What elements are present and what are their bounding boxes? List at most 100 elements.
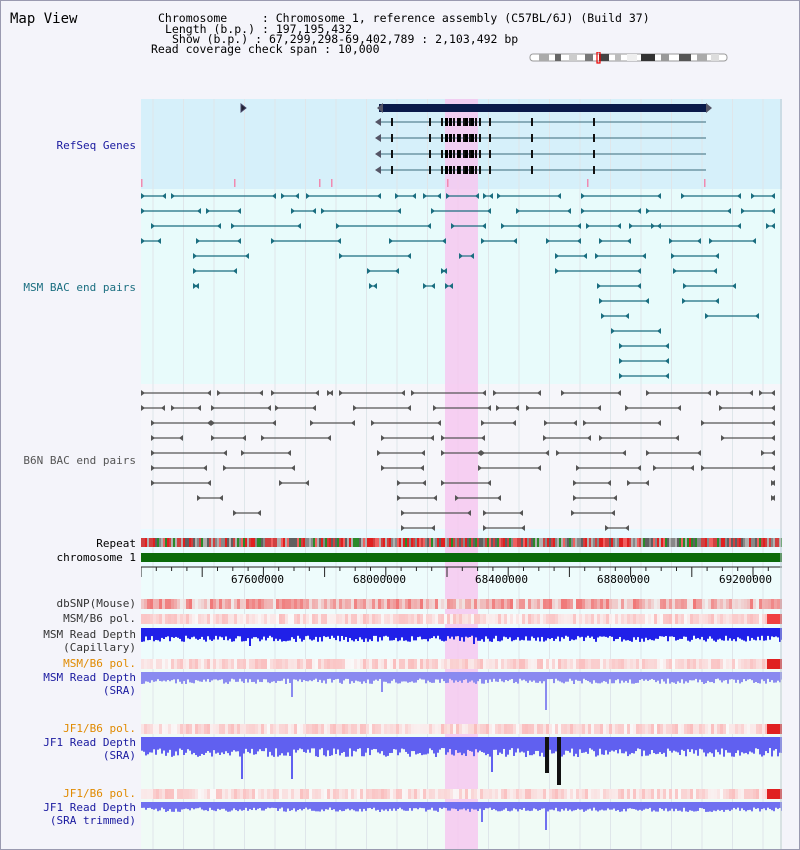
msm-cap-depth-bar [329, 628, 331, 639]
msm-b6-pol-cell [327, 614, 330, 624]
repeat-element [515, 538, 517, 547]
msm-bac-pair-end [665, 373, 669, 379]
jf1-b6-pol2-cell [189, 789, 192, 799]
msm-b6-pol2-cell [369, 659, 372, 669]
track-label-chromosome[interactable]: chromosome 1 [56, 551, 136, 564]
repeat-element [245, 538, 247, 547]
dbsnp-cell [663, 599, 666, 609]
msm-sra-depth-bar [569, 672, 571, 679]
jf1-b6-pol2-cell [651, 789, 654, 799]
msm-bac-pair-end [157, 238, 161, 244]
jf1-sra-depth-bar [399, 737, 401, 753]
msm-b6-pol-cell [600, 614, 603, 624]
track-label-msm-read-depth-cap[interactable]: MSM Read Depth [43, 628, 136, 641]
msm-bac-pair-end [233, 268, 237, 274]
exon [457, 166, 460, 174]
msm-sra-depth-bar [345, 672, 347, 679]
jf1-sra-depth-bar-spike [545, 737, 549, 773]
msm-cap-depth-bar [293, 628, 295, 639]
jf1-b6-pol-cell [750, 724, 753, 734]
jf1-trim-depth-bar [303, 802, 305, 809]
jf1-trim-depth-bar [299, 802, 301, 809]
dbsnp-cell [354, 599, 357, 609]
msm-cap-depth-bar [483, 628, 485, 642]
msm-b6-pol2-cell [438, 659, 441, 669]
msm-bac-pair-end [516, 208, 520, 214]
repeat-element [401, 538, 403, 547]
b6n-bac-pair-end [607, 480, 611, 486]
track-label-b6n-bac[interactable]: B6N BAC end pairs [23, 454, 136, 467]
exon [457, 118, 460, 126]
chromosome-ideogram[interactable] [529, 52, 729, 64]
track-label-msm-read-depth-sra[interactable]: MSM Read Depth [43, 671, 136, 684]
repeat-element [323, 538, 325, 547]
msm-b6-pol-cell [159, 614, 162, 624]
track-label-jf1-b6-pol-1[interactable]: JF1/B6 pol. [63, 722, 136, 735]
track-label-refseq[interactable]: RefSeq Genes [56, 139, 136, 152]
msm-b6-pol-cell [492, 614, 495, 624]
msm-sra-depth-bar [453, 672, 455, 683]
jf1-sra-depth-bar [633, 737, 635, 754]
track-label-msm-bac[interactable]: MSM BAC end pairs [23, 281, 136, 294]
jf1-trim-depth-bar [255, 802, 257, 811]
repeat-element [263, 538, 265, 547]
jf1-sra-depth-bar [747, 737, 749, 755]
msm-cap-depth-bar [357, 628, 359, 642]
track-label-jf1-read-depth-trim[interactable]: JF1 Read Depth [43, 801, 136, 814]
jf1-sra-depth-bar [375, 737, 377, 750]
msm-sra-depth-bar [401, 672, 403, 682]
msm-b6-pol-cell [684, 614, 687, 624]
repeat-element [301, 538, 303, 547]
track-label-repeat[interactable]: Repeat [96, 537, 136, 550]
dbsnp-cell [219, 599, 222, 609]
track-label-dbsnp[interactable]: dbSNP(Mouse) [56, 597, 136, 610]
jf1-trim-depth-bar [593, 802, 595, 808]
jf1-b6-pol-cell [603, 724, 606, 734]
msm-cap-depth-bar [739, 628, 741, 639]
jf1-trim-depth-bar [191, 802, 193, 809]
track-label-msm-read-depth-cap-sub: (Capillary) [63, 641, 136, 654]
b6n-bac-pair-end [197, 405, 201, 411]
jf1-sra-depth-bar [183, 737, 185, 755]
jf1-b6-pol-cell [624, 724, 627, 734]
jf1-trim-depth-bar [657, 802, 659, 812]
jf1-trim-depth-bar [439, 802, 441, 808]
track-label-jf1-read-depth-sra[interactable]: JF1 Read Depth [43, 736, 136, 749]
jf1-trim-depth-bar [389, 802, 391, 809]
b6n-bac-pair-end [496, 405, 500, 411]
dbsnp-cell [648, 599, 651, 609]
dbsnp-cell [255, 599, 258, 609]
exon [465, 150, 468, 158]
jf1-trim-depth-bar [703, 802, 705, 810]
jf1-trim-depth-bar [459, 802, 461, 810]
msm-bac-pair-end [657, 193, 661, 199]
msm-cap-depth-bar [709, 628, 711, 637]
genome-tracks-canvas[interactable] [141, 99, 782, 850]
msm-sra-depth-bar [557, 672, 559, 681]
repeat-element [225, 538, 227, 547]
dbsnp-cell [339, 599, 342, 609]
msm-bac-pair-end [162, 193, 166, 199]
msm-sra-depth-bar [195, 672, 197, 681]
jf1-b6-pol2-cell [468, 789, 471, 799]
msm-cap-depth-bar [577, 628, 579, 637]
repeat-element [285, 538, 287, 547]
jf1-b6-pol-cell [552, 724, 555, 734]
jf1-trim-depth-bar [759, 802, 761, 812]
msm-b6-pol2-cell [399, 659, 402, 669]
jf1-sra-depth-bar [439, 737, 441, 750]
msm-b6-pol-cell [366, 614, 369, 624]
jf1-b6-pol-cell [279, 724, 282, 734]
track-label-msm-b6-pol-2[interactable]: MSM/B6 pol. [63, 657, 136, 670]
dbsnp-cell [327, 599, 330, 609]
msm-cap-depth-bar [525, 628, 527, 637]
dbsnp-cell [252, 599, 255, 609]
track-label-msm-b6-pol-1[interactable]: MSM/B6 pol. [63, 612, 136, 625]
dbsnp-cell [444, 599, 447, 609]
dbsnp-cell [522, 599, 525, 609]
msm-b6-pol2-cell [408, 659, 411, 669]
jf1-b6-pol-cell [681, 724, 684, 734]
track-label-jf1-b6-pol-2[interactable]: JF1/B6 pol. [63, 787, 136, 800]
msm-b6-pol-cell [375, 614, 378, 624]
b6n-bac-pair-end [701, 420, 705, 426]
